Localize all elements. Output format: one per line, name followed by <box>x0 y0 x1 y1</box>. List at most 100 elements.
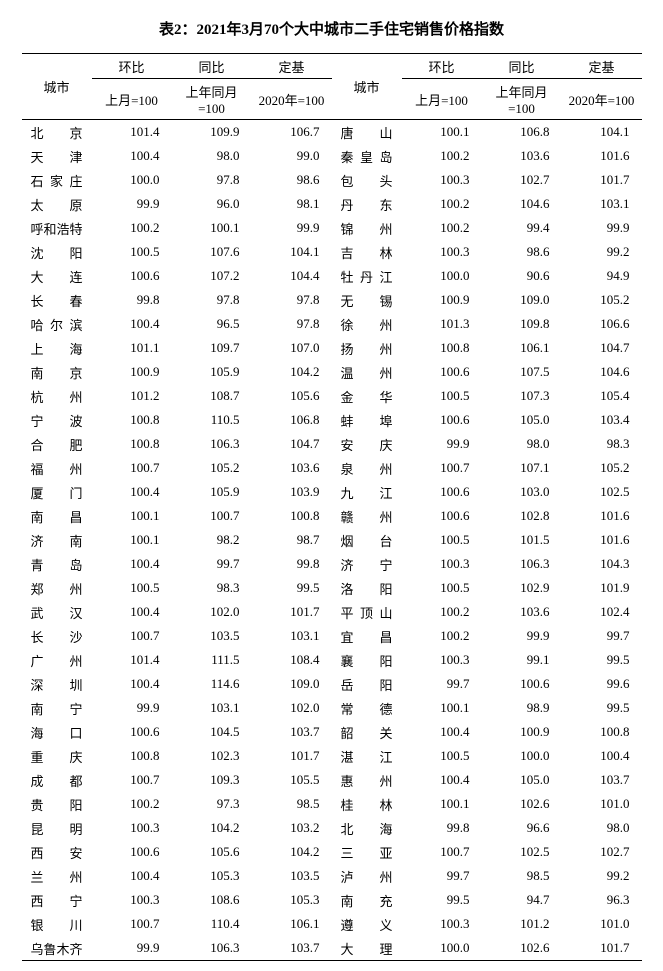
value-cell: 107.5 <box>482 360 562 384</box>
city-cell: 湛江 <box>332 744 402 768</box>
value-cell: 103.2 <box>252 816 332 840</box>
city-cell: 锦州 <box>332 216 402 240</box>
table-row: 南昌100.1100.7100.8赣州100.6102.8101.6 <box>22 504 642 528</box>
value-cell: 104.5 <box>172 720 252 744</box>
value-cell: 103.1 <box>562 192 642 216</box>
value-cell: 108.6 <box>172 888 252 912</box>
value-cell: 108.4 <box>252 648 332 672</box>
value-cell: 101.7 <box>252 744 332 768</box>
value-cell: 101.5 <box>482 528 562 552</box>
value-cell: 101.6 <box>562 504 642 528</box>
col-city-2: 城市 <box>332 54 402 120</box>
city-cell: 贵阳 <box>22 792 92 816</box>
value-cell: 100.4 <box>402 720 482 744</box>
table-row: 上海101.1109.7107.0扬州100.8106.1104.7 <box>22 336 642 360</box>
value-cell: 104.2 <box>252 840 332 864</box>
value-cell: 100.3 <box>402 168 482 192</box>
value-cell: 104.7 <box>562 336 642 360</box>
value-cell: 103.1 <box>252 624 332 648</box>
value-cell: 98.9 <box>482 696 562 720</box>
city-cell: 岳阳 <box>332 672 402 696</box>
city-cell: 青岛 <box>22 552 92 576</box>
value-cell: 110.4 <box>172 912 252 936</box>
value-cell: 109.0 <box>482 288 562 312</box>
value-cell: 100.3 <box>402 648 482 672</box>
value-cell: 98.0 <box>482 432 562 456</box>
value-cell: 105.9 <box>172 360 252 384</box>
sub-yoy-2: 上年同月=100 <box>482 79 562 120</box>
city-cell: 海口 <box>22 720 92 744</box>
sub-mom-2: 上月=100 <box>402 79 482 120</box>
city-cell: 长沙 <box>22 624 92 648</box>
value-cell: 94.7 <box>482 888 562 912</box>
value-cell: 106.7 <box>252 120 332 145</box>
value-cell: 103.6 <box>482 144 562 168</box>
city-cell: 郑州 <box>22 576 92 600</box>
value-cell: 98.0 <box>562 816 642 840</box>
city-cell: 金华 <box>332 384 402 408</box>
city-cell: 唐山 <box>332 120 402 145</box>
city-cell: 安庆 <box>332 432 402 456</box>
value-cell: 106.6 <box>562 312 642 336</box>
value-cell: 100.5 <box>402 576 482 600</box>
city-cell: 烟台 <box>332 528 402 552</box>
table-row: 西宁100.3108.6105.3南充99.594.796.3 <box>22 888 642 912</box>
value-cell: 103.7 <box>252 936 332 961</box>
table-row: 合肥100.8106.3104.7安庆99.998.098.3 <box>22 432 642 456</box>
value-cell: 100.8 <box>92 744 172 768</box>
value-cell: 104.1 <box>562 120 642 145</box>
value-cell: 109.8 <box>482 312 562 336</box>
value-cell: 99.9 <box>482 624 562 648</box>
city-cell: 深圳 <box>22 672 92 696</box>
sub-base-1: 2020年=100 <box>252 79 332 120</box>
city-cell: 桂林 <box>332 792 402 816</box>
value-cell: 105.2 <box>562 456 642 480</box>
value-cell: 111.5 <box>172 648 252 672</box>
table-row: 贵阳100.297.398.5桂林100.1102.6101.0 <box>22 792 642 816</box>
value-cell: 105.6 <box>252 384 332 408</box>
price-index-table: 城市 环比 同比 定基 城市 环比 同比 定基 上月=100 上年同月=100 … <box>22 53 642 961</box>
value-cell: 103.1 <box>172 696 252 720</box>
value-cell: 100.6 <box>402 480 482 504</box>
city-cell: 丹东 <box>332 192 402 216</box>
value-cell: 99.9 <box>562 216 642 240</box>
value-cell: 100.4 <box>92 480 172 504</box>
table-row: 银川100.7110.4106.1遵义100.3101.2101.0 <box>22 912 642 936</box>
value-cell: 100.1 <box>172 216 252 240</box>
city-cell: 南宁 <box>22 696 92 720</box>
col-mom-1: 环比 <box>92 54 172 79</box>
value-cell: 100.8 <box>92 432 172 456</box>
value-cell: 101.6 <box>562 528 642 552</box>
value-cell: 100.4 <box>92 144 172 168</box>
value-cell: 99.9 <box>92 936 172 961</box>
value-cell: 100.6 <box>402 408 482 432</box>
value-cell: 101.2 <box>92 384 172 408</box>
city-cell: 北海 <box>332 816 402 840</box>
col-yoy-1: 同比 <box>172 54 252 79</box>
value-cell: 100.5 <box>92 576 172 600</box>
value-cell: 99.9 <box>92 192 172 216</box>
value-cell: 100.5 <box>402 744 482 768</box>
city-cell: 哈尔滨 <box>22 312 92 336</box>
value-cell: 105.2 <box>172 456 252 480</box>
city-cell: 广州 <box>22 648 92 672</box>
value-cell: 102.8 <box>482 504 562 528</box>
value-cell: 114.6 <box>172 672 252 696</box>
value-cell: 101.4 <box>92 648 172 672</box>
value-cell: 110.5 <box>172 408 252 432</box>
value-cell: 100.1 <box>92 504 172 528</box>
city-cell: 南京 <box>22 360 92 384</box>
city-cell: 呼和浩特 <box>22 216 92 240</box>
city-cell: 秦皇岛 <box>332 144 402 168</box>
value-cell: 107.3 <box>482 384 562 408</box>
table-row: 西安100.6105.6104.2三亚100.7102.5102.7 <box>22 840 642 864</box>
table-row: 长沙100.7103.5103.1宜昌100.299.999.7 <box>22 624 642 648</box>
value-cell: 97.8 <box>172 168 252 192</box>
city-cell: 泉州 <box>332 456 402 480</box>
value-cell: 100.3 <box>402 240 482 264</box>
value-cell: 104.6 <box>562 360 642 384</box>
value-cell: 105.3 <box>172 864 252 888</box>
value-cell: 98.2 <box>172 528 252 552</box>
value-cell: 101.0 <box>562 792 642 816</box>
value-cell: 100.7 <box>402 456 482 480</box>
